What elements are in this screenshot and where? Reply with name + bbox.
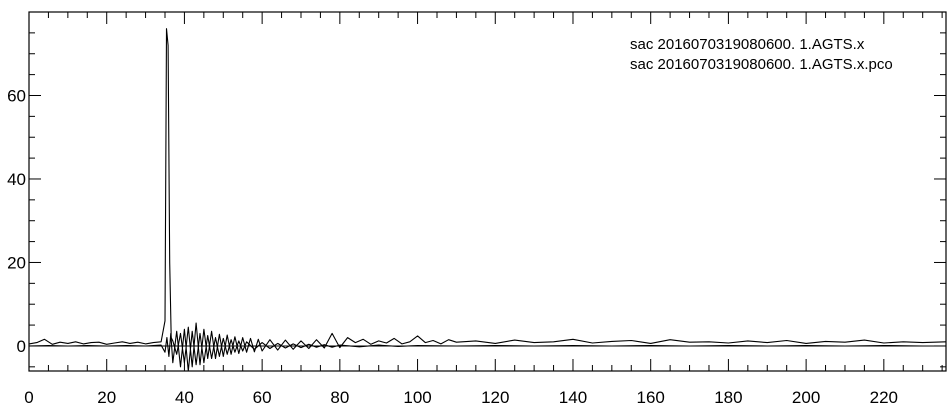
y-tick-label: 20 (7, 253, 26, 272)
y-tick-label: 0 (17, 337, 26, 356)
x-tick-label: 140 (559, 388, 587, 407)
x-tick-label: 200 (792, 388, 820, 407)
legend-entry-1: sac 2016070319080600. 1.AGTS.x (630, 36, 865, 53)
y-tick-label: 40 (7, 170, 26, 189)
legend-entry-2: sac 2016070319080600. 1.AGTS.x.pco (630, 56, 893, 73)
x-tick-label: 100 (403, 388, 431, 407)
x-tick-label: 20 (97, 388, 116, 407)
x-tick-label: 120 (481, 388, 509, 407)
x-tick-label: 40 (175, 388, 194, 407)
x-tick-label: 0 (24, 388, 33, 407)
x-tick-label: 220 (870, 388, 898, 407)
y-tick-label: 60 (7, 86, 26, 105)
plot-frame (28, 11, 947, 372)
x-tick-label: 160 (637, 388, 665, 407)
series-line-1 (28, 28, 947, 368)
x-tick-label: 180 (714, 388, 742, 407)
x-tick-label: 60 (253, 388, 272, 407)
x-tick-label: 80 (330, 388, 349, 407)
series-line-2 (28, 328, 946, 372)
